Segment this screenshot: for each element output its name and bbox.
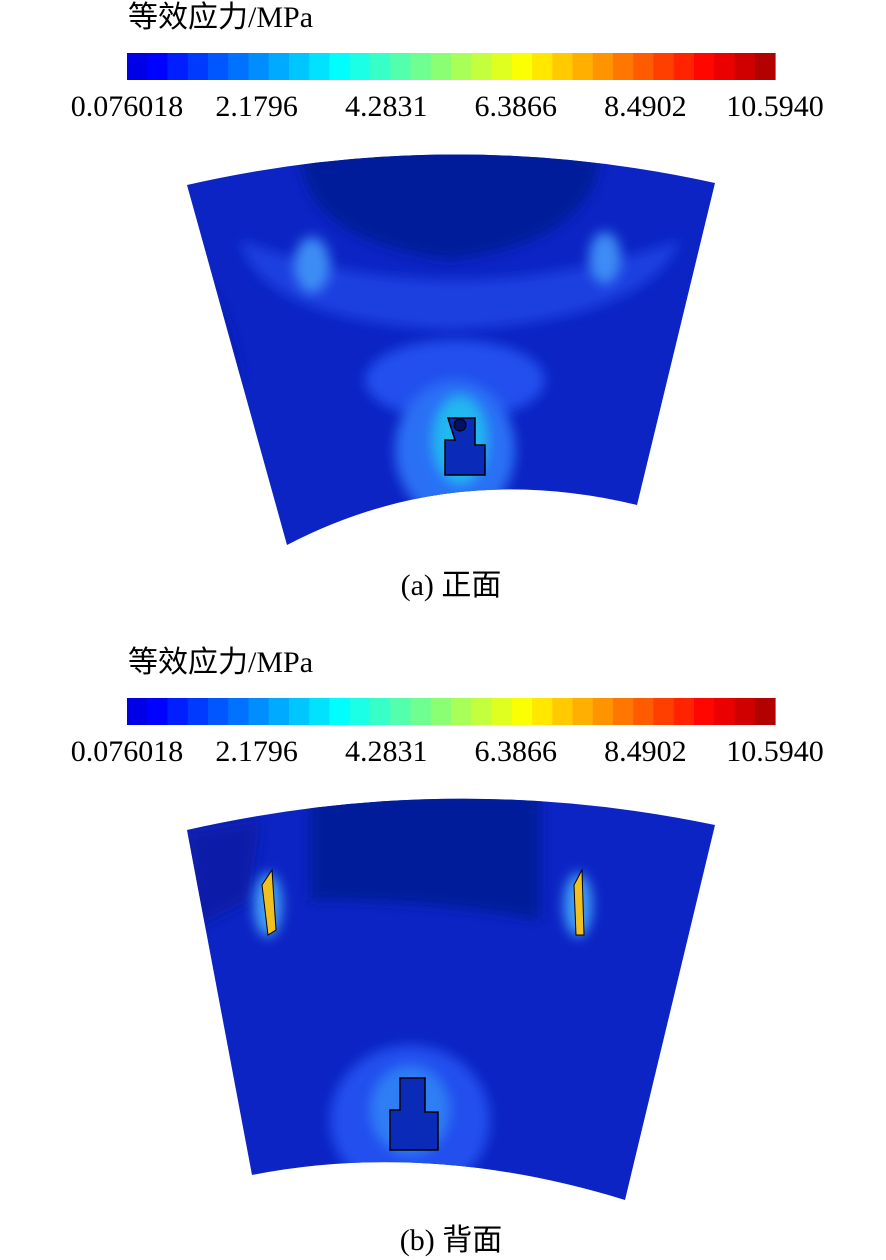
colorbar-segment <box>572 698 594 725</box>
legend-title: 等效应力/MPa <box>128 646 313 679</box>
colorbar-segment <box>754 53 776 80</box>
panel: 等效应力/MPa 0.076018 2.1796 4.2831 6.3866 8.4902… <box>71 1 824 123</box>
colorbar-segment <box>673 53 695 80</box>
colorbar-segment <box>370 53 391 80</box>
colorbar-segment <box>491 698 513 725</box>
colorbar-segment <box>633 698 655 725</box>
colorbar-segment <box>613 698 634 725</box>
colorbar-segment <box>329 53 351 80</box>
colorbar-segment <box>268 698 290 725</box>
colorbar-segment <box>734 698 756 725</box>
colorbar-segment <box>147 698 169 725</box>
colorbar-segment <box>370 698 391 725</box>
bracket <box>444 417 486 476</box>
colorbar-segment <box>754 698 776 725</box>
colorbar-segment <box>410 698 432 725</box>
colorbar-segment <box>451 698 472 725</box>
colorbar-segment <box>289 698 310 725</box>
colorbar-label: 6.3866 <box>475 90 558 123</box>
lug <box>261 868 277 936</box>
colorbar-segment <box>653 698 675 725</box>
mid-zone <box>240 240 680 330</box>
colorbar-label: 10.5940 <box>726 735 824 768</box>
colorbar-segment <box>187 698 209 725</box>
colorbar-segment <box>187 53 209 80</box>
colorbar-label: 10.5940 <box>726 90 824 123</box>
colorbar-segment <box>309 53 331 80</box>
lug <box>573 868 585 936</box>
colorbar-segment <box>268 53 290 80</box>
low-stress-zone <box>310 798 540 920</box>
colorbar-segment <box>734 53 756 80</box>
colorbar-segment <box>329 698 351 725</box>
colorbar-segment <box>410 53 432 80</box>
colorbar <box>127 698 776 725</box>
hot-zone <box>294 237 330 293</box>
colorbar-segment <box>552 698 574 725</box>
colorbar <box>127 53 776 80</box>
colorbar-segment <box>390 53 412 80</box>
colorbar-segment <box>147 53 169 80</box>
colorbar-segment <box>451 53 472 80</box>
colorbar-segment <box>714 698 736 725</box>
low-stress-zone <box>300 154 600 260</box>
colorbar-segment <box>592 698 614 725</box>
colorbar-segment <box>511 698 533 725</box>
colorbar-label: 0.076018 <box>71 90 184 123</box>
colorbar-segment <box>430 53 452 80</box>
colorbar-label: 8.4902 <box>604 735 687 768</box>
colorbar-segment <box>349 53 371 80</box>
colorbar-segment <box>127 698 148 725</box>
colorbar-segment <box>289 53 310 80</box>
colorbar-segment <box>167 698 189 725</box>
colorbar-segment <box>471 698 493 725</box>
colorbar-segment <box>390 698 412 725</box>
low-stress-zone <box>187 820 260 930</box>
colorbar-label: 8.4902 <box>604 90 687 123</box>
colorbar-segment <box>349 698 371 725</box>
colorbar-segment <box>248 53 270 80</box>
hole <box>453 418 467 432</box>
colorbar-segment <box>552 53 574 80</box>
caption: (b) 背面 <box>400 1224 502 1257</box>
colorbar-segment <box>572 53 594 80</box>
contour-plot <box>187 798 715 1200</box>
hot-zone <box>589 232 621 284</box>
bracket <box>389 1077 439 1151</box>
colorbar-segment <box>127 53 148 80</box>
colorbar-segment <box>532 53 553 80</box>
colorbar-label: 4.2831 <box>345 735 428 768</box>
colorbar-segment <box>491 53 513 80</box>
colorbar-segment <box>309 698 331 725</box>
colorbar-segment <box>694 698 715 725</box>
panel: 等效应力/MPa 0.076018 2.1796 4.2831 6.3866 8.4902… <box>71 646 824 768</box>
colorbar-label: 4.2831 <box>345 90 428 123</box>
colorbar-segment <box>714 53 736 80</box>
colorbar-label: 0.076018 <box>71 735 184 768</box>
colorbar-segment <box>208 698 229 725</box>
colorbar-segment <box>511 53 533 80</box>
colorbar-segment <box>430 698 452 725</box>
colorbar-segment <box>694 53 715 80</box>
colorbar-segment <box>248 698 270 725</box>
colorbar-segment <box>673 698 695 725</box>
colorbar-segment <box>613 53 634 80</box>
colorbar-segment <box>228 698 250 725</box>
colorbar-segment <box>471 53 493 80</box>
colorbar-label: 2.1796 <box>215 90 298 123</box>
colorbar-segment <box>592 53 614 80</box>
colorbar-label: 6.3866 <box>475 735 558 768</box>
caption: (a) 正面 <box>401 569 502 602</box>
colorbar-segment <box>228 53 250 80</box>
colorbar-segment <box>653 53 675 80</box>
colorbar-segment <box>532 698 553 725</box>
colorbar-segment <box>167 53 189 80</box>
legend-title: 等效应力/MPa <box>128 1 313 34</box>
colorbar-label: 2.1796 <box>215 735 298 768</box>
colorbar-segment <box>633 53 655 80</box>
colorbar-segment <box>208 53 229 80</box>
contour-plot <box>187 154 715 545</box>
